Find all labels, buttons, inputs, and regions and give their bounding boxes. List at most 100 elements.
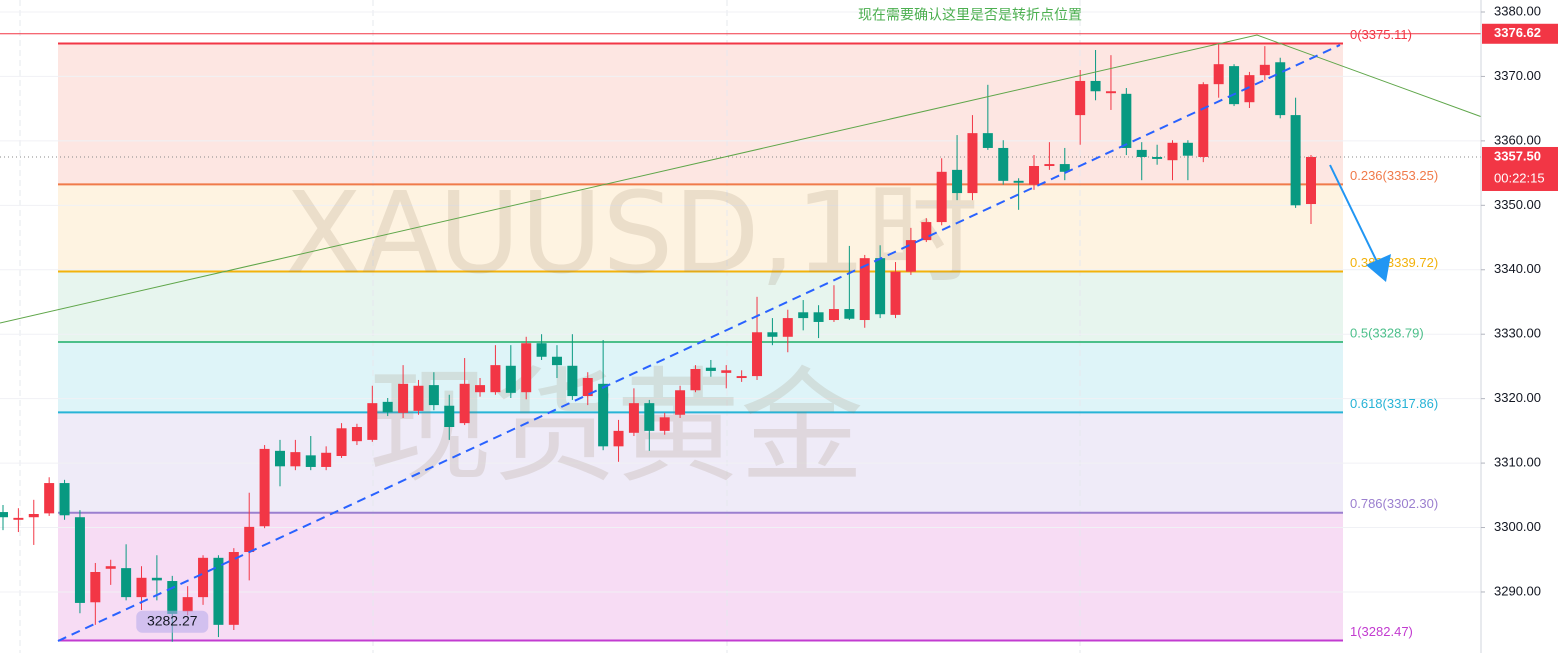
candle-body [1105, 91, 1116, 94]
candle-body [736, 376, 747, 379]
countdown: 00:22:15 [1494, 170, 1545, 185]
candle-body [28, 513, 39, 518]
candle-body [782, 318, 793, 337]
candle-body [1229, 66, 1240, 105]
last-price-tag [1482, 146, 1558, 191]
candle-body [1121, 93, 1132, 148]
candle-body [475, 385, 486, 393]
candle-body [351, 426, 362, 442]
fib-label: 0.5(3328.79) [1350, 325, 1424, 340]
candle-body [690, 369, 701, 391]
candle-body [752, 332, 763, 377]
candles: 3282.27 [0, 44, 1316, 642]
candle-body [567, 365, 578, 397]
candle-body [828, 309, 839, 321]
candle-body [1306, 156, 1316, 205]
y-tick-label: 3370.00 [1494, 68, 1541, 83]
y-tick-label: 3320.00 [1494, 390, 1541, 405]
candle-body [952, 169, 963, 194]
candle-body [1013, 180, 1024, 183]
candle-body [74, 517, 85, 603]
candle-body [890, 271, 901, 315]
candle-body [598, 383, 609, 447]
arrow-head [1366, 254, 1391, 282]
candle-body [721, 370, 732, 373]
candle-body [444, 405, 455, 427]
candle-body [90, 571, 101, 603]
candle-body [1059, 164, 1070, 172]
candle-body [1136, 149, 1147, 157]
fib-band [58, 512, 1343, 641]
candle-body [274, 450, 285, 467]
candle-body [59, 483, 70, 516]
fib-band [58, 43, 1343, 185]
candle-body [1167, 142, 1178, 161]
candle-body [305, 455, 316, 467]
candle-body [967, 133, 978, 194]
price-tag [1482, 23, 1558, 44]
fib-band [58, 271, 1343, 342]
low-annotation-bg [136, 610, 209, 633]
candle-body [844, 309, 855, 319]
price-axis: 3290.00 3300.00 3310.00 3320.00 3330.00 3340.… [1480, 0, 1568, 653]
candle-body [136, 577, 147, 598]
candle-body [44, 483, 55, 514]
candle-body [1290, 115, 1301, 206]
candle-body [398, 383, 409, 413]
channel-line [57, 44, 1341, 642]
candle-body [705, 367, 716, 371]
y-tick-label: 3340.00 [1494, 261, 1541, 276]
candle-body [105, 566, 116, 569]
candle-body [428, 385, 439, 406]
y-tick-label: 3380.00 [1494, 3, 1541, 18]
y-tick-label: 3310.00 [1494, 455, 1541, 470]
y-tick-label: 3290.00 [1494, 583, 1541, 598]
candle-body [1259, 64, 1270, 76]
candle-body [551, 356, 562, 366]
drawings [0, 34, 1483, 642]
candle-body [1244, 75, 1255, 103]
candle-body [998, 147, 1009, 181]
candle-body [167, 581, 178, 614]
candle-body [228, 552, 239, 625]
candle-body [982, 133, 993, 148]
candle-body [1044, 164, 1055, 167]
price-tag-label: 3376.62 [1494, 25, 1541, 40]
annotation: 现在需要确认这里是否是转折点位置 [858, 7, 1082, 23]
candle-body [1152, 156, 1163, 159]
candle-body [536, 343, 547, 357]
y-tick-label: 3300.00 [1494, 519, 1541, 534]
candle-body [813, 312, 824, 322]
y-tick-label: 3360.00 [1494, 132, 1541, 147]
candle-body [198, 557, 209, 598]
candle-body [659, 417, 670, 431]
fib-label: 0.382(3339.72) [1350, 255, 1438, 270]
axis-background [1481, 0, 1568, 653]
candle-body [336, 428, 347, 456]
fib-label: 0.236(3353.25) [1350, 168, 1438, 183]
fib-label: 0(3375.11) [1350, 27, 1412, 42]
candle-body [767, 332, 778, 337]
candle-body [244, 526, 255, 553]
candle-body [1075, 80, 1086, 116]
price-tags: 3376.62 3357.50 00:22:15 [1482, 23, 1558, 191]
candle-body [1275, 62, 1286, 116]
candle-body [121, 568, 132, 598]
candle-body [859, 258, 870, 321]
candle-body [1198, 84, 1209, 157]
background [58, 43, 1343, 641]
fib-label: 0.618(3317.86) [1350, 396, 1438, 411]
candle-body [875, 258, 886, 315]
candle-body [1090, 80, 1101, 92]
last-price-label: 3357.50 [1494, 148, 1541, 163]
candle-body [936, 171, 947, 223]
candle-body [13, 517, 24, 520]
candle-body [582, 378, 593, 397]
candle-body [382, 401, 393, 413]
candle-body [182, 597, 193, 612]
fib-band [58, 412, 1343, 513]
fib-label: 0.786(3302.30) [1350, 496, 1438, 511]
low-annotation: 3282.27 [147, 612, 198, 628]
watermark-name: 现货黄金 [368, 356, 864, 500]
